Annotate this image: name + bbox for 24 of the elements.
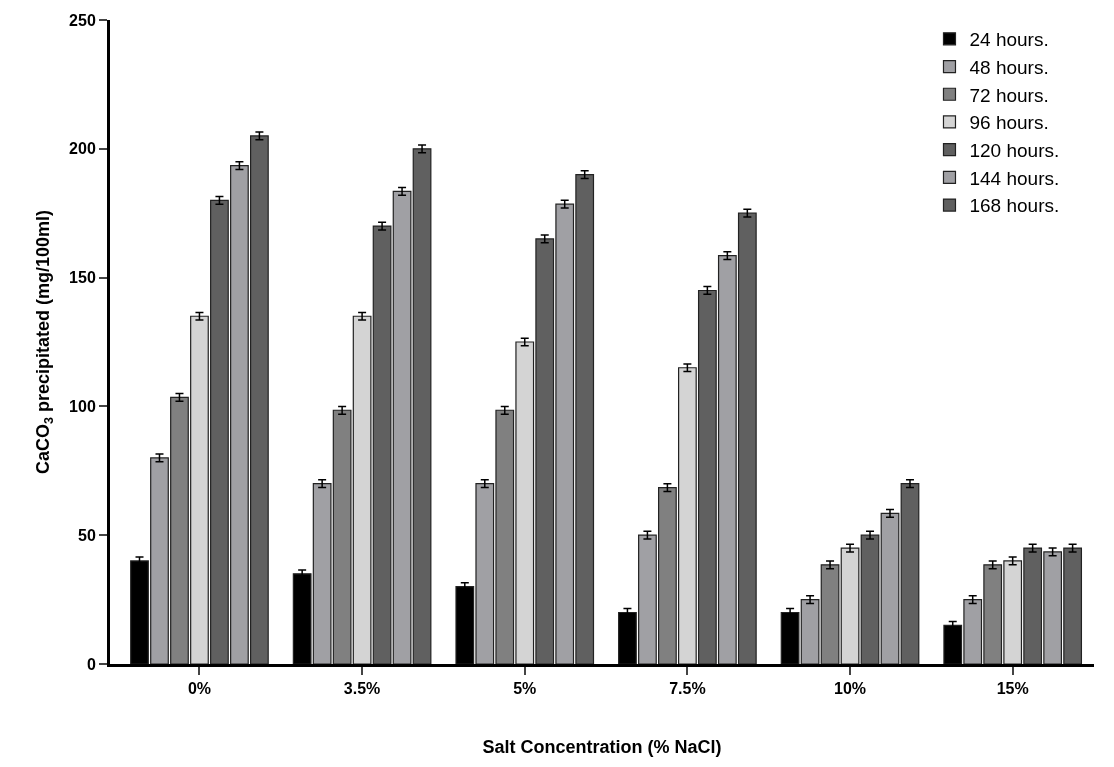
bar [900,483,920,664]
y-tick-label: 150 [69,269,96,287]
legend-label: 72 hours. [969,84,1049,106]
bar [840,547,860,664]
y-tick-label: 0 [86,655,96,673]
legend-label: 168 hours. [969,195,1060,217]
x-tick-label: 5% [513,680,537,698]
bar [860,534,880,664]
legend-label: 24 hours. [969,29,1049,51]
x-tick-label: 15% [996,680,1029,698]
legend-label: 48 hours. [969,56,1049,78]
x-tick-label: 7.5% [669,680,706,698]
x-tick-label: 0% [187,680,212,698]
y-tick-label: 50 [78,526,96,544]
y-tick-label: 200 [69,140,96,158]
legend-label: 144 hours. [969,167,1060,189]
y-tick-label: 100 [69,398,96,415]
x-tick-label: 10% [834,680,867,698]
legend-label: 120 hours. [969,140,1060,162]
legend-label: 96 hours. [969,112,1049,134]
x-tick-label: 3.5% [343,680,381,698]
bar [880,512,900,664]
x-axis-title: Salt Concentration (% NaCl) [482,737,722,758]
y-tick-label: 250 [69,11,96,29]
